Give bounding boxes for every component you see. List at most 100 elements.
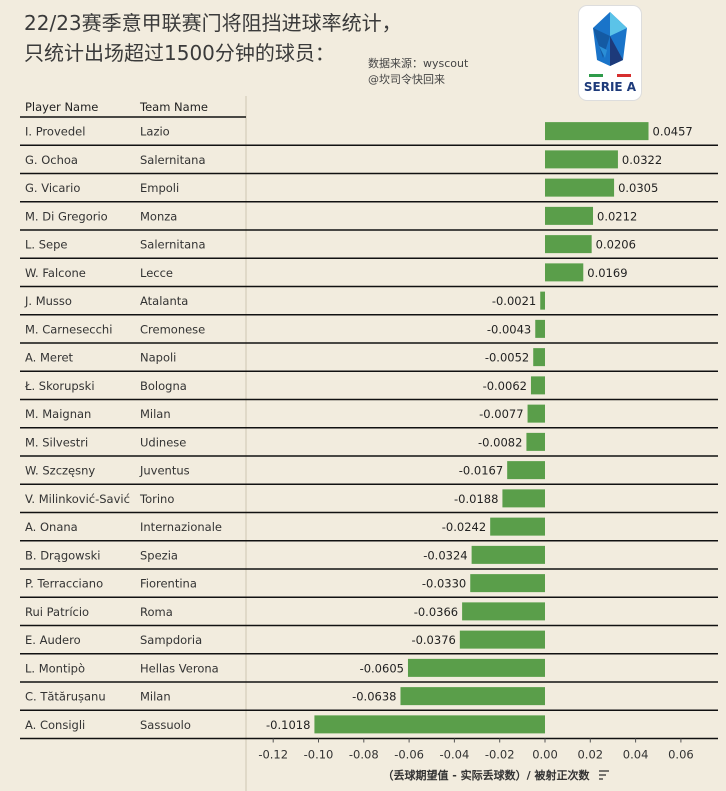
source-line-2: @坎司令快回来	[368, 73, 445, 86]
data-label: -0.0082	[478, 435, 522, 449]
player-name: L. Sepe	[25, 238, 67, 252]
data-label: -0.0188	[454, 492, 498, 506]
x-axis: -0.12 -0.10 -0.08 -0.06 -0.04 -0.02 0.00 0.02 0.…	[258, 738, 694, 762]
data-label: 0.0212	[597, 209, 637, 223]
data-label: 0.0169	[587, 266, 627, 280]
table-row: P. Terracciano Fiorentina -0.0330	[20, 574, 718, 598]
table-row: M. Carnesecchi Cremonese -0.0043	[20, 319, 718, 344]
data-label: 0.0305	[618, 181, 658, 195]
data-label: -0.0638	[352, 690, 396, 704]
player-name: A. Meret	[25, 351, 74, 365]
bar	[540, 291, 545, 310]
data-label: -0.0324	[423, 548, 467, 562]
data-label: -0.0376	[411, 633, 455, 647]
player-name: G. Ochoa	[25, 153, 78, 167]
bar	[459, 630, 545, 649]
data-label: -0.0167	[459, 464, 503, 478]
team-name: Sampdoria	[140, 633, 202, 647]
table-row: Ł. Skorupski Bologna -0.0062	[20, 376, 718, 401]
bar	[545, 122, 649, 141]
team-name: Lecce	[140, 266, 173, 280]
team-name: Lazio	[140, 125, 170, 139]
data-label: -0.0330	[422, 577, 466, 591]
x-tick-label: 0.04	[623, 748, 649, 762]
table-row: Rui Patrício Roma -0.0366	[20, 602, 718, 627]
data-label: 0.0457	[653, 125, 693, 139]
team-name: Hellas Verona	[140, 661, 219, 675]
team-name: Juventus	[139, 464, 190, 478]
data-source: 数据来源：wyscout @坎司令快回来	[368, 56, 468, 88]
data-label: -0.0021	[492, 294, 536, 308]
data-label: -0.0077	[479, 407, 523, 421]
table-row: G. Ochoa Salernitana 0.0322	[20, 150, 718, 175]
source-line-1: 数据来源：wyscout	[368, 57, 469, 70]
table-row: W. Szczęsny Juventus -0.0167	[20, 461, 718, 485]
title-line-1: 22/23赛季意甲联赛门将阻挡进球率统计，	[24, 11, 402, 35]
table-row: L. Sepe Salernitana 0.0206	[20, 235, 718, 259]
x-tick-label: 0.00	[532, 748, 558, 762]
table-row: E. Audero Sampdoria -0.0376	[20, 630, 718, 655]
bar	[545, 206, 594, 225]
player-name: B. Drągowski	[25, 548, 100, 562]
player-name: J. Musso	[24, 294, 72, 308]
data-label: -0.0242	[442, 520, 486, 534]
data-label: -0.0062	[483, 379, 527, 393]
player-name: Rui Patrício	[25, 605, 89, 619]
serie-a-logo: SERIE A	[578, 5, 642, 101]
data-label: -0.0052	[485, 351, 529, 365]
player-name: M. Silvestri	[25, 435, 88, 449]
player-name: C. Tătărușanu	[25, 690, 106, 704]
player-name: I. Provedel	[25, 125, 85, 139]
player-name: P. Terracciano	[25, 577, 103, 591]
team-name: Udinese	[140, 435, 186, 449]
table-row: C. Tătărușanu Milan -0.0638	[20, 687, 718, 711]
bar	[462, 602, 545, 621]
player-name: V. Milinković-Savić	[25, 492, 130, 506]
bar	[400, 687, 545, 706]
data-label: -0.0605	[360, 661, 404, 675]
title-line-2: 只统计出场超过1500分钟的球员：	[24, 41, 335, 65]
bar	[507, 461, 545, 480]
bar	[527, 404, 545, 423]
table-row: V. Milinković-Savić Torino -0.0188	[20, 489, 718, 514]
table-row: M. Di Gregorio Monza 0.0212	[20, 206, 718, 231]
bar	[535, 319, 545, 338]
player-name: A. Consigli	[25, 718, 85, 732]
team-name-header: Team Name	[139, 100, 208, 114]
player-name: A. Onana	[25, 520, 78, 534]
bar	[533, 348, 545, 367]
table-row: M. Silvestri Udinese -0.0082	[20, 432, 718, 457]
data-label: -0.0366	[414, 605, 458, 619]
table-row: A. Consigli Sassuolo -0.1018	[20, 715, 718, 740]
team-name: Monza	[140, 209, 177, 223]
table-row: G. Vicario Empoli 0.0305	[20, 178, 718, 203]
x-tick-label: -0.12	[258, 748, 288, 762]
table-row: M. Maignan Milan -0.0077	[20, 404, 718, 429]
bar	[314, 715, 545, 734]
player-name-header: Player Name	[25, 100, 98, 114]
x-tick-label: -0.10	[304, 748, 334, 762]
team-name: Atalanta	[140, 294, 188, 308]
team-name: Milan	[140, 690, 171, 704]
chart-title: 22/23赛季意甲联赛门将阻挡进球率统计， 只统计出场超过1500分钟的球员：	[24, 8, 402, 68]
serie-a-shield-icon	[593, 12, 627, 66]
table-row: A. Meret Napoli -0.0052	[20, 348, 718, 372]
sort-icon[interactable]	[599, 770, 609, 780]
bar	[530, 376, 545, 395]
player-name: M. Maignan	[25, 407, 91, 421]
data-label: 0.0322	[622, 153, 662, 167]
x-axis-title: （丢球期望值 - 实际丢球数）/ 被射正次数	[382, 768, 590, 782]
team-name: Sassuolo	[140, 718, 191, 732]
data-label: -0.0043	[487, 322, 531, 336]
team-name: Milan	[140, 407, 171, 421]
player-name: L. Montipò	[25, 661, 85, 675]
player-name: W. Falcone	[25, 266, 86, 280]
bar	[407, 658, 545, 677]
bar	[470, 574, 545, 593]
player-name: W. Szczęsny	[25, 464, 95, 478]
team-name: Roma	[140, 605, 173, 619]
logo-text: SERIE A	[583, 80, 637, 94]
data-label: 0.0206	[596, 238, 636, 252]
team-name: Empoli	[140, 181, 179, 195]
table-row: I. Provedel Lazio 0.0457	[20, 122, 718, 146]
